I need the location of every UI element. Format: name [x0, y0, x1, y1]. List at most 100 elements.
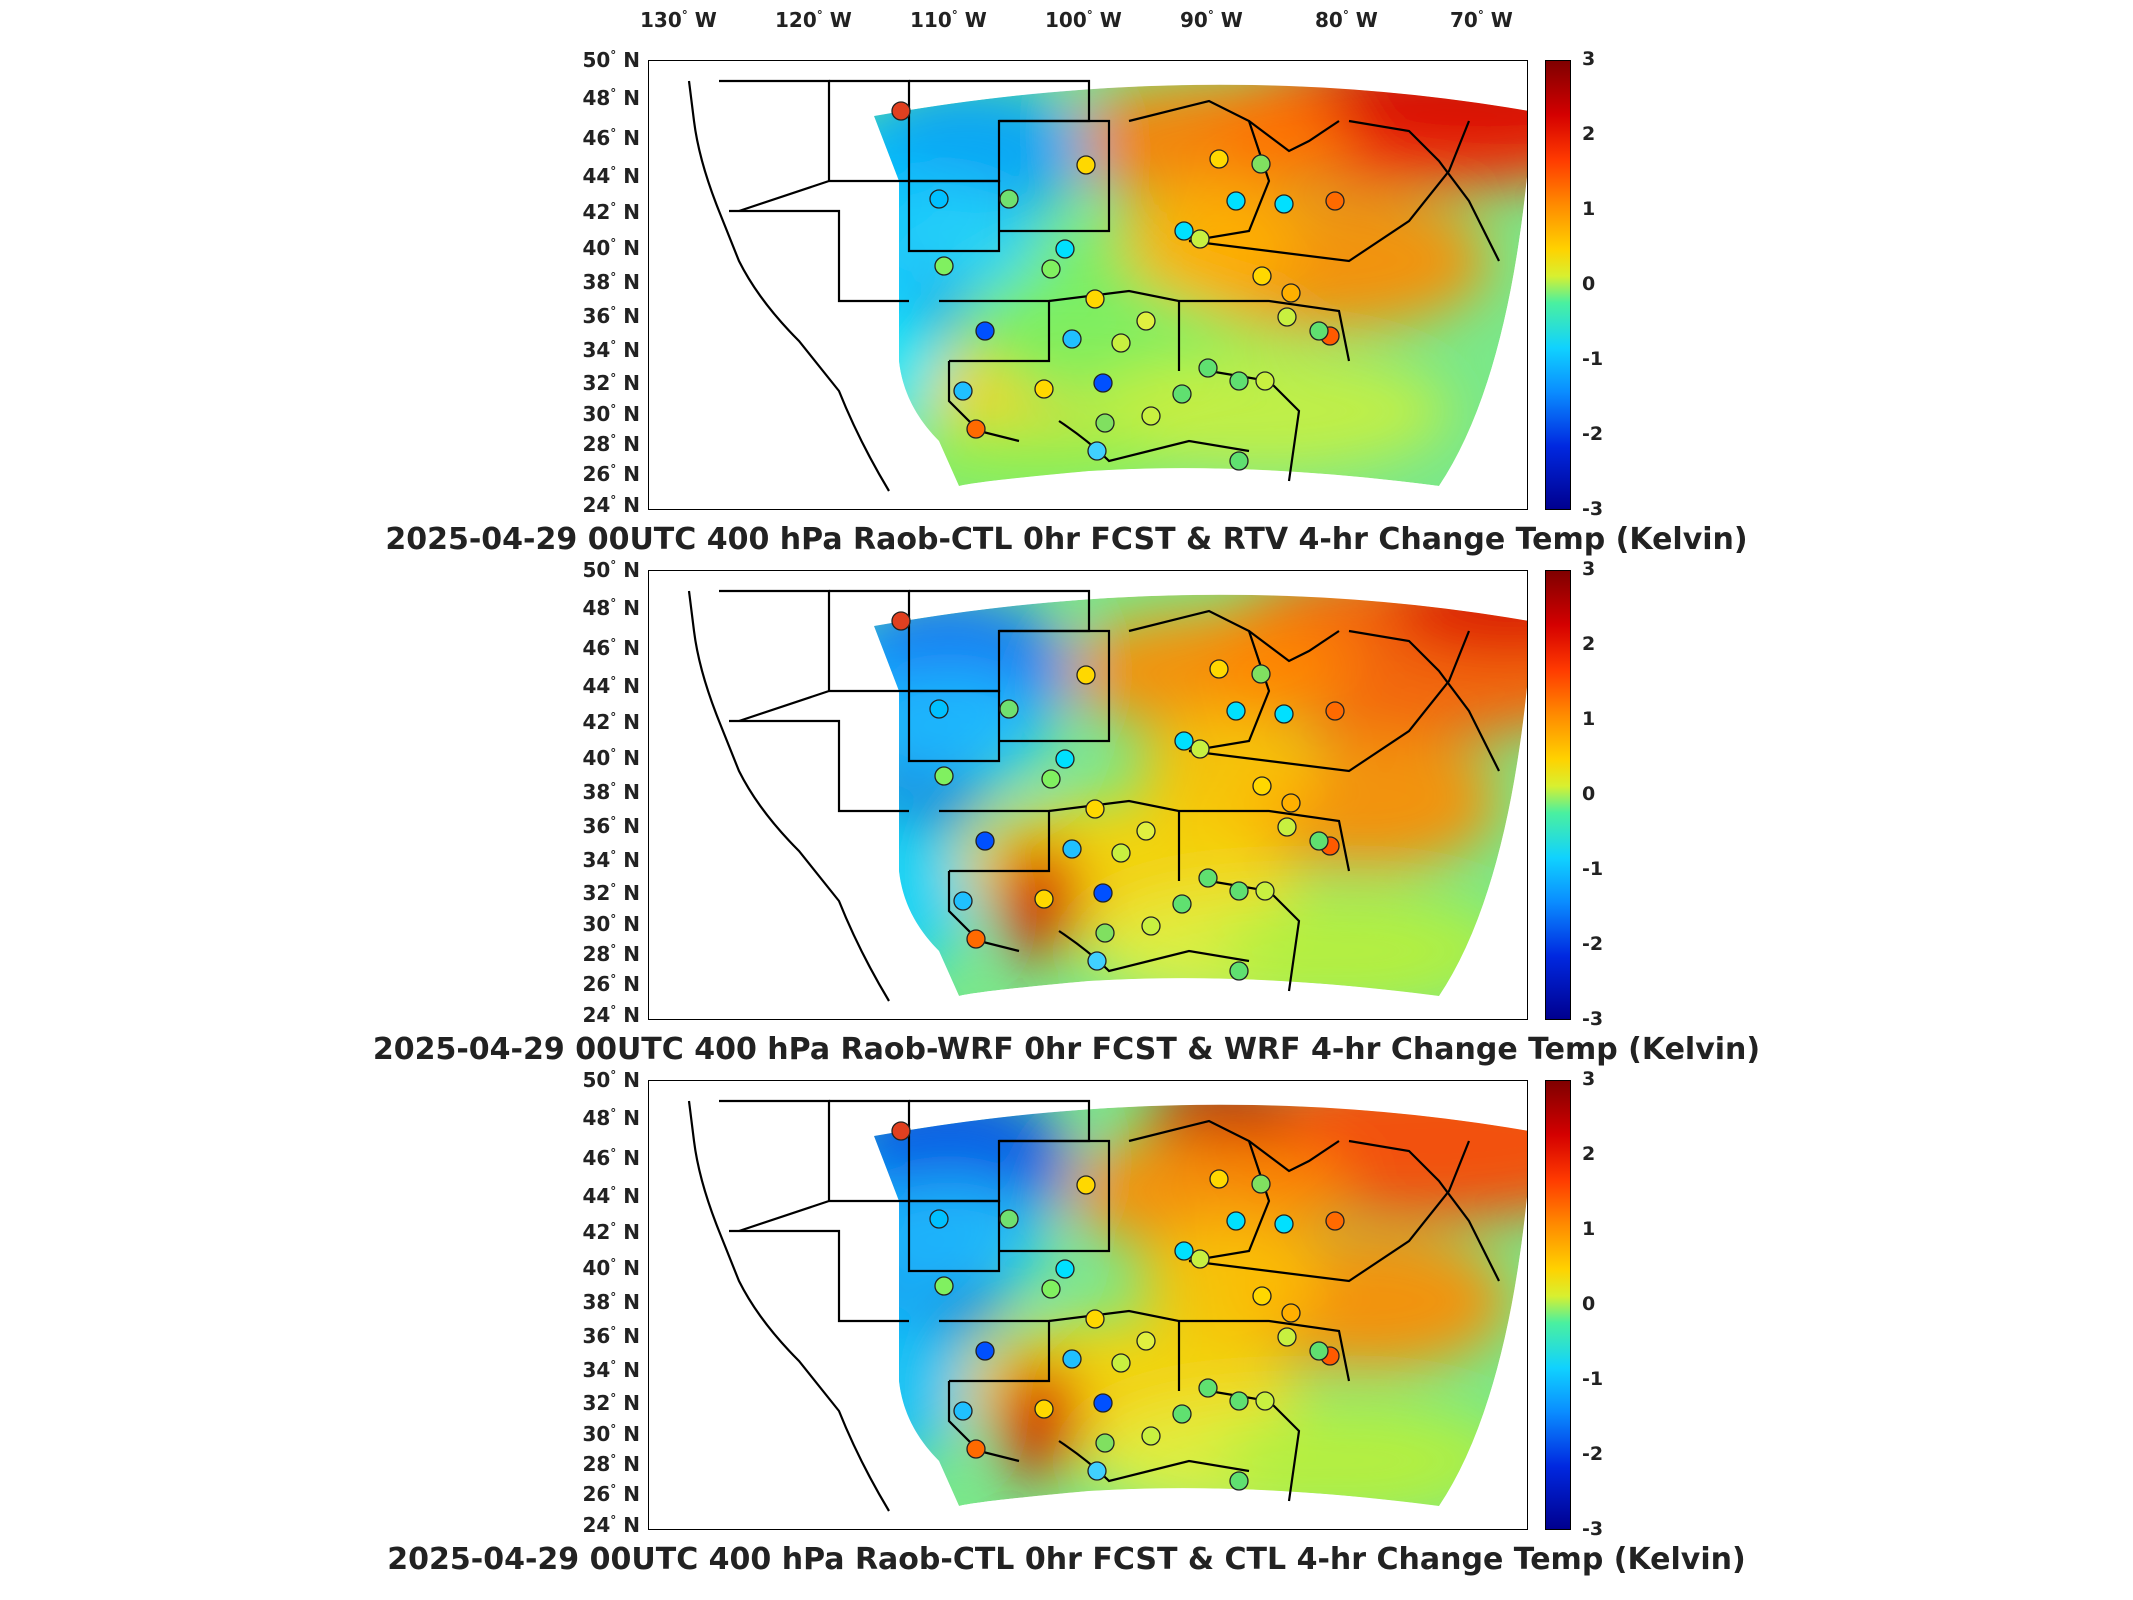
raob-station-marker [929, 699, 949, 719]
raob-station-marker [1095, 1433, 1115, 1453]
temperature-map [648, 570, 1528, 1020]
raob-station-marker [929, 1209, 949, 1229]
raob-station-marker [1281, 1303, 1301, 1323]
raob-station-marker [1281, 793, 1301, 813]
raob-station-marker [1325, 701, 1345, 721]
latitude-label: 34° N [582, 848, 640, 872]
raob-station-marker [1136, 1331, 1156, 1351]
raob-station-marker [891, 101, 911, 121]
raob-station-marker [934, 1276, 954, 1296]
latitude-label: 34° N [582, 338, 640, 362]
latitude-label: 44° N [582, 164, 640, 188]
latitude-label: 28° N [582, 432, 640, 456]
raob-station-marker [1229, 1471, 1249, 1491]
latitude-label: 24° N [582, 1003, 640, 1027]
raob-station-marker [1087, 1461, 1107, 1481]
raob-station-marker [1055, 239, 1075, 259]
longitude-label: 80° W [1315, 8, 1378, 32]
latitude-label: 42° N [582, 710, 640, 734]
raob-station-marker [966, 929, 986, 949]
latitude-label: 28° N [582, 1452, 640, 1476]
raob-station-marker [1209, 1169, 1229, 1189]
raob-station-marker [1041, 769, 1061, 789]
raob-station-marker [1209, 659, 1229, 679]
latitude-label: 40° N [582, 236, 640, 260]
raob-station-marker [1062, 1349, 1082, 1369]
raob-station-marker [1085, 799, 1105, 819]
raob-station-marker [1325, 1211, 1345, 1231]
latitude-label: 36° N [582, 814, 640, 838]
raob-station-marker [1252, 1286, 1272, 1306]
colorbar-tick-label: -1 [1582, 348, 1604, 370]
longitude-label: 100° W [1045, 8, 1122, 32]
latitude-label: 32° N [582, 1391, 640, 1415]
raob-station-marker [1226, 701, 1246, 721]
raob-station-marker [966, 1439, 986, 1459]
latitude-label: 50° N [582, 558, 640, 582]
longitude-label: 90° W [1180, 8, 1243, 32]
raob-station-marker [1172, 894, 1192, 914]
raob-station-marker [1136, 821, 1156, 841]
raob-station-marker [1255, 1391, 1275, 1411]
colorbar-tick-label: 2 [1582, 123, 1596, 145]
latitude-label: 44° N [582, 1184, 640, 1208]
latitude-label: 50° N [582, 48, 640, 72]
raob-station-marker [1252, 266, 1272, 286]
raob-station-marker [1087, 441, 1107, 461]
latitude-label: 24° N [582, 493, 640, 517]
raob-station-marker [1062, 329, 1082, 349]
raob-station-marker [1277, 1327, 1297, 1347]
raob-station-marker [975, 321, 995, 341]
raob-station-marker [1136, 311, 1156, 331]
latitude-label: 32° N [582, 881, 640, 905]
raob-station-marker [1076, 665, 1096, 685]
latitude-label: 26° N [582, 972, 640, 996]
colorbar-tick-label: 2 [1582, 1143, 1596, 1165]
raob-station-marker [999, 1209, 1019, 1229]
map-svg [687, 589, 1527, 1002]
raob-station-marker [1255, 881, 1275, 901]
colorbar-tick-label: -3 [1582, 1518, 1604, 1540]
raob-station-marker [1172, 384, 1192, 404]
raob-station-marker [1093, 1393, 1113, 1413]
colorbar-tick-label: 0 [1582, 1293, 1596, 1315]
longitude-label: 110° W [910, 8, 987, 32]
latitude-label: 42° N [582, 1220, 640, 1244]
raob-station-marker [1229, 371, 1249, 391]
raob-station-marker [1041, 259, 1061, 279]
raob-station-marker [934, 766, 954, 786]
latitude-label: 36° N [582, 1324, 640, 1348]
latitude-label: 48° N [582, 86, 640, 110]
latitude-label: 28° N [582, 942, 640, 966]
colorbar-tick-label: 1 [1582, 1218, 1596, 1240]
raob-station-marker [934, 256, 954, 276]
raob-station-marker [1309, 831, 1329, 851]
colorbar-tick-label: 3 [1582, 1068, 1596, 1090]
raob-station-marker [1095, 923, 1115, 943]
raob-station-marker [1255, 371, 1275, 391]
panel-title: 2025-04-29 00UTC 400 hPa Raob-CTL 0hr FC… [385, 522, 1748, 557]
raob-station-marker [1251, 664, 1271, 684]
latitude-label: 24° N [582, 1513, 640, 1537]
latitude-label: 38° N [582, 1290, 640, 1314]
raob-station-marker [1174, 221, 1194, 241]
raob-station-marker [1252, 776, 1272, 796]
latitude-label: 46° N [582, 636, 640, 660]
colorbar-tick-label: -1 [1582, 858, 1604, 880]
raob-station-marker [999, 189, 1019, 209]
raob-station-marker [1034, 889, 1054, 909]
map-svg [687, 79, 1527, 492]
latitude-label: 50° N [582, 1068, 640, 1092]
colorbar [1545, 570, 1571, 1020]
latitude-label: 30° N [582, 912, 640, 936]
raob-station-marker [1174, 1241, 1194, 1261]
longitude-label: 70° W [1450, 8, 1513, 32]
raob-station-marker [1093, 883, 1113, 903]
raob-station-marker [1277, 817, 1297, 837]
latitude-label: 46° N [582, 1146, 640, 1170]
raob-station-marker [1095, 413, 1115, 433]
raob-station-marker [1309, 321, 1329, 341]
raob-station-marker [1190, 229, 1210, 249]
raob-station-marker [1093, 373, 1113, 393]
raob-station-marker [1111, 1353, 1131, 1373]
